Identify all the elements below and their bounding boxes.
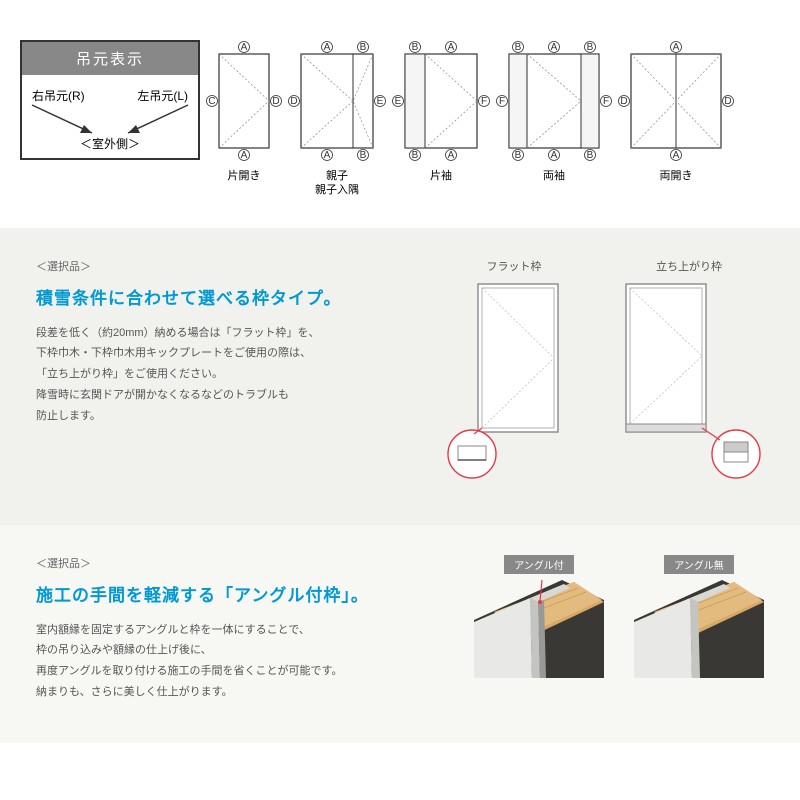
door-label: 両開き bbox=[617, 169, 735, 183]
section-hinge-and-types: 吊元表示 右吊元(R) 左吊元(L) ＜室外側＞ A C bbox=[0, 0, 800, 228]
angle-body: 室内額縁を固定するアングルと枠を一体にすることで、枠の吊り込みや額縁の仕上げ後に… bbox=[36, 620, 454, 704]
svg-text:A: A bbox=[448, 42, 455, 53]
door-types-row: A C D A 片開き A B D bbox=[205, 40, 735, 198]
svg-text:D: D bbox=[724, 96, 731, 107]
frame-body: 段差を低く（約20mm）納める場合は「フラット枠」を、下枠巾木・下枠巾木用キック… bbox=[36, 323, 414, 427]
svg-text:B: B bbox=[587, 42, 594, 53]
svg-text:F: F bbox=[499, 96, 505, 107]
svg-text:E: E bbox=[377, 96, 384, 107]
door-double-diagram: A D D A bbox=[617, 40, 735, 162]
angle-without-photo bbox=[634, 580, 764, 678]
svg-text:B: B bbox=[412, 150, 419, 161]
hinge-right-label: 右吊元(R) bbox=[32, 87, 85, 104]
angle-headline: 施工の手間を軽減する「アングル付枠」。 bbox=[36, 581, 454, 606]
hinge-title: 吊元表示 bbox=[22, 42, 198, 75]
hinge-body: 右吊元(R) 左吊元(L) ＜室外側＞ bbox=[22, 75, 198, 160]
frame-figures: フラット枠 立ち上がり枠 bbox=[444, 258, 764, 485]
svg-text:A: A bbox=[673, 42, 680, 53]
svg-text:A: A bbox=[551, 42, 558, 53]
frame-flat-label: フラット枠 bbox=[444, 258, 584, 274]
svg-text:A: A bbox=[324, 150, 331, 161]
door-single: A C D A 片開き bbox=[205, 40, 283, 198]
svg-text:B: B bbox=[587, 150, 594, 161]
svg-text:A: A bbox=[673, 150, 680, 161]
frame-raised-label: 立ち上がり枠 bbox=[614, 258, 764, 274]
svg-text:B: B bbox=[515, 150, 522, 161]
frame-raised: 立ち上がり枠 bbox=[614, 258, 764, 485]
svg-text:A: A bbox=[241, 150, 248, 161]
svg-text:A: A bbox=[448, 150, 455, 161]
svg-text:B: B bbox=[515, 42, 522, 53]
door-two-sidelights-diagram: B A B F F B A B bbox=[495, 40, 613, 162]
svg-text:F: F bbox=[603, 96, 609, 107]
svg-text:B: B bbox=[360, 42, 367, 53]
svg-text:A: A bbox=[241, 42, 248, 53]
angle-text-block: ＜選択品＞ 施工の手間を軽減する「アングル付枠」。 室内額縁を固定するアングルと… bbox=[36, 555, 454, 704]
svg-text:B: B bbox=[360, 150, 367, 161]
svg-text:D: D bbox=[620, 96, 627, 107]
angle-without: アングル無 bbox=[634, 555, 764, 704]
door-one-sidelight-diagram: B A E F B A bbox=[391, 40, 491, 162]
door-parent-child: A B D E A B 親子親子入隅 bbox=[287, 40, 387, 198]
svg-text:A: A bbox=[324, 42, 331, 53]
svg-text:B: B bbox=[412, 42, 419, 53]
door-label: 片開き bbox=[205, 169, 283, 183]
hinge-left-label: 左吊元(L) bbox=[137, 87, 188, 104]
angle-with-label: アングル付 bbox=[504, 555, 574, 574]
svg-text:F: F bbox=[481, 96, 487, 107]
door-label: 両袖 bbox=[495, 169, 613, 183]
svg-text:A: A bbox=[551, 150, 558, 161]
frame-flat-diagram bbox=[444, 280, 584, 480]
frame-text-block: ＜選択品＞ 積雪条件に合わせて選べる枠タイプ。 段差を低く（約20mm）納める場… bbox=[36, 258, 414, 485]
door-two-sidelights: B A B F F B A B 両袖 bbox=[495, 40, 613, 198]
frame-flat: フラット枠 bbox=[444, 258, 584, 485]
angle-figures: アングル付 アングル無 bbox=[474, 555, 764, 704]
section-frame-types: ＜選択品＞ 積雪条件に合わせて選べる枠タイプ。 段差を低く（約20mm）納める場… bbox=[0, 228, 800, 525]
option-tag: ＜選択品＞ bbox=[36, 555, 454, 571]
door-double: A D D A 両開き bbox=[617, 40, 735, 198]
angle-without-label: アングル無 bbox=[664, 555, 734, 574]
frame-raised-diagram bbox=[614, 280, 764, 480]
frame-headline: 積雪条件に合わせて選べる枠タイプ。 bbox=[36, 284, 414, 309]
svg-text:C: C bbox=[208, 96, 215, 107]
hinge-outdoor-label: ＜室外側＞ bbox=[80, 135, 140, 152]
option-tag: ＜選択品＞ bbox=[36, 258, 414, 274]
svg-text:D: D bbox=[272, 96, 279, 107]
hinge-indicator-box: 吊元表示 右吊元(R) 左吊元(L) ＜室外側＞ bbox=[20, 40, 200, 160]
svg-text:E: E bbox=[395, 96, 402, 107]
door-label: 親子親子入隅 bbox=[287, 169, 387, 198]
section-angle-frame: ＜選択品＞ 施工の手間を軽減する「アングル付枠」。 室内額縁を固定するアングルと… bbox=[0, 525, 800, 744]
door-single-diagram: A C D A bbox=[205, 40, 283, 162]
angle-with: アングル付 bbox=[474, 555, 604, 704]
door-label: 片袖 bbox=[391, 169, 491, 183]
door-parent-child-diagram: A B D E A B bbox=[287, 40, 387, 162]
svg-text:D: D bbox=[290, 96, 297, 107]
angle-with-photo bbox=[474, 580, 604, 678]
door-one-sidelight: B A E F B A 片袖 bbox=[391, 40, 491, 198]
